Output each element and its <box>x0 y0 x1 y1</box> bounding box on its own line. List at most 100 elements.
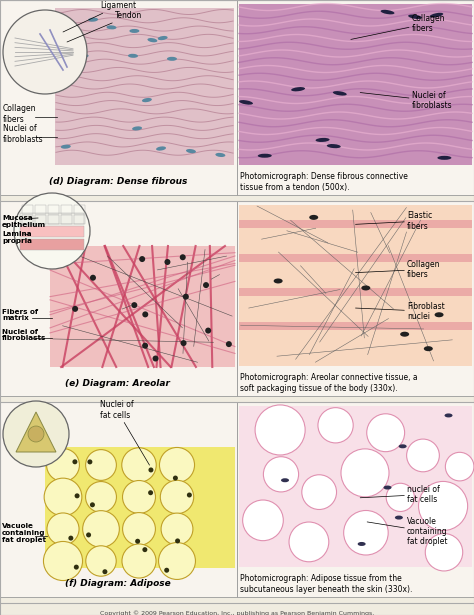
Circle shape <box>28 426 44 442</box>
Circle shape <box>86 533 91 538</box>
Circle shape <box>90 502 95 507</box>
FancyBboxPatch shape <box>237 402 474 597</box>
Bar <box>239 220 472 228</box>
Circle shape <box>159 448 194 483</box>
Circle shape <box>46 448 80 482</box>
Circle shape <box>74 565 79 569</box>
Circle shape <box>243 500 283 541</box>
Circle shape <box>74 493 80 498</box>
Ellipse shape <box>361 285 370 290</box>
Circle shape <box>160 480 194 514</box>
Bar <box>239 288 472 296</box>
FancyBboxPatch shape <box>239 406 472 567</box>
FancyBboxPatch shape <box>50 246 235 367</box>
Circle shape <box>44 541 82 581</box>
FancyBboxPatch shape <box>20 226 84 237</box>
Bar <box>74 215 85 224</box>
Text: Nuclei of
fibroblasts: Nuclei of fibroblasts <box>2 328 46 341</box>
Circle shape <box>183 294 189 300</box>
FancyBboxPatch shape <box>237 201 474 396</box>
Ellipse shape <box>215 153 225 157</box>
Ellipse shape <box>383 485 392 490</box>
FancyBboxPatch shape <box>0 201 237 396</box>
Polygon shape <box>16 412 56 452</box>
Circle shape <box>14 193 90 269</box>
FancyBboxPatch shape <box>20 239 84 250</box>
Text: Vacuole
containing
fat droplet: Vacuole containing fat droplet <box>367 517 448 547</box>
Circle shape <box>85 482 117 512</box>
Text: Fibers of
matrix: Fibers of matrix <box>2 309 38 322</box>
Circle shape <box>102 569 108 574</box>
Circle shape <box>122 480 155 514</box>
FancyBboxPatch shape <box>0 0 237 195</box>
Text: Photomicrograph: Adipose tissue from the
subcutaneous layer beneath the skin (33: Photomicrograph: Adipose tissue from the… <box>240 574 412 593</box>
Circle shape <box>72 306 78 312</box>
Ellipse shape <box>435 312 444 317</box>
Ellipse shape <box>424 346 433 351</box>
Circle shape <box>148 490 153 495</box>
Circle shape <box>158 542 195 579</box>
Circle shape <box>446 452 474 481</box>
Circle shape <box>153 355 158 362</box>
Circle shape <box>180 254 186 260</box>
Text: Nuclei of
fibroblasts: Nuclei of fibroblasts <box>360 91 452 110</box>
Circle shape <box>3 10 87 94</box>
Circle shape <box>164 259 171 265</box>
Circle shape <box>386 483 414 512</box>
Circle shape <box>90 275 96 280</box>
Text: nuclei of
fat cells: nuclei of fat cells <box>360 485 440 504</box>
Circle shape <box>289 522 329 561</box>
Text: Copyright © 2009 Pearson Education, Inc., publishing as Pearson Benjamin Cumming: Copyright © 2009 Pearson Education, Inc.… <box>100 610 374 615</box>
Circle shape <box>181 340 187 346</box>
Bar <box>35 205 46 214</box>
Ellipse shape <box>142 98 152 102</box>
Ellipse shape <box>156 146 166 151</box>
Circle shape <box>164 568 169 573</box>
Circle shape <box>86 450 117 480</box>
Text: Mucosa
epithelium: Mucosa epithelium <box>2 215 46 228</box>
Ellipse shape <box>400 331 409 336</box>
Ellipse shape <box>167 57 177 61</box>
Bar <box>239 254 472 262</box>
Ellipse shape <box>395 515 403 520</box>
Text: Ligament: Ligament <box>63 1 136 32</box>
Circle shape <box>302 475 337 509</box>
Ellipse shape <box>358 542 365 546</box>
Ellipse shape <box>333 91 347 95</box>
Text: Collagen
fibers: Collagen fibers <box>356 260 441 279</box>
Circle shape <box>82 510 119 547</box>
Bar <box>61 205 72 214</box>
Circle shape <box>87 459 92 464</box>
Circle shape <box>131 302 137 308</box>
Circle shape <box>187 493 192 498</box>
Circle shape <box>255 405 305 455</box>
Ellipse shape <box>61 145 71 149</box>
Circle shape <box>344 510 388 555</box>
Circle shape <box>175 538 180 544</box>
Ellipse shape <box>132 126 142 130</box>
Circle shape <box>142 311 148 317</box>
Bar <box>22 215 33 224</box>
FancyBboxPatch shape <box>239 205 472 366</box>
Circle shape <box>425 534 463 571</box>
Circle shape <box>122 448 156 482</box>
Text: (d) Diagram: Dense fibrous: (d) Diagram: Dense fibrous <box>49 178 187 186</box>
Circle shape <box>341 449 389 497</box>
Ellipse shape <box>316 138 329 142</box>
Text: Nuclei of
fibroblasts: Nuclei of fibroblasts <box>3 124 44 144</box>
Circle shape <box>419 482 468 531</box>
Ellipse shape <box>79 54 89 58</box>
Ellipse shape <box>327 144 341 148</box>
Text: Photomicrograph: Dense fibrous connective
tissue from a tendon (500x).: Photomicrograph: Dense fibrous connectiv… <box>240 172 408 192</box>
Circle shape <box>123 512 155 546</box>
Text: Collagen
fibers: Collagen fibers <box>351 14 445 39</box>
Circle shape <box>47 513 79 545</box>
Circle shape <box>407 439 439 472</box>
Text: Lamina
propria: Lamina propria <box>2 231 32 244</box>
Ellipse shape <box>107 25 117 30</box>
Text: Nuclei of
fat cells: Nuclei of fat cells <box>100 400 149 465</box>
Ellipse shape <box>429 13 443 18</box>
Ellipse shape <box>291 87 305 92</box>
Bar <box>61 215 72 224</box>
Circle shape <box>139 256 145 262</box>
